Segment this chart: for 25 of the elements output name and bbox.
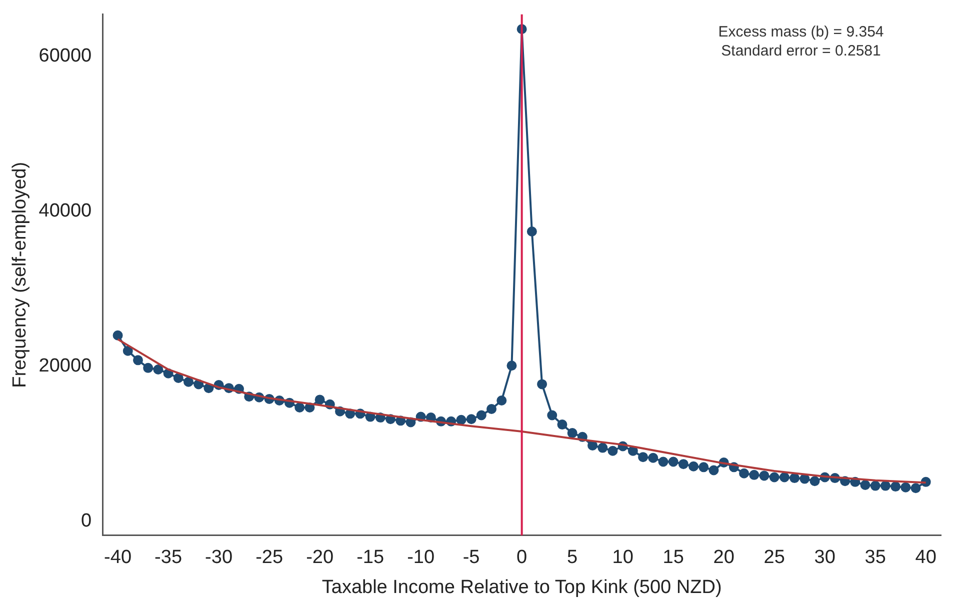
annotation: Excess mass (b) = 9.354 (718, 23, 884, 40)
y-tick-label: 20000 (38, 356, 92, 377)
x-tick-label: 25 (764, 547, 785, 568)
y-tick-label: 60000 (38, 46, 92, 66)
x-tick-label: 5 (567, 547, 578, 568)
y-tick-label: 0 (81, 510, 92, 532)
x-tick-label: 30 (814, 547, 836, 568)
x-tick-label: 15 (662, 547, 684, 568)
x-tick-label: -15 (356, 547, 384, 568)
x-tick-label: 0 (516, 547, 528, 568)
x-tick-label: 35 (864, 547, 886, 568)
x-tick-label: -30 (205, 547, 233, 568)
x-tick-label: -25 (256, 547, 284, 568)
x-axis-title: Taxable Income Relative to Top Kink (500 NZD) (322, 576, 722, 598)
x-tick-label: -20 (306, 547, 334, 568)
x-tick-label: -40 (104, 547, 132, 568)
x-tick-label: -10 (407, 547, 435, 568)
y-tick-label: 40000 (38, 200, 92, 222)
x-tick-label: -5 (462, 547, 480, 568)
x-tick-label: -35 (154, 547, 182, 568)
x-tick-label: 20 (713, 547, 734, 568)
annotation: Standard error = 0.2581 (721, 42, 881, 60)
y-axis-title: Frequency (self-employed) (10, 162, 31, 388)
x-tick-label: 10 (612, 547, 634, 568)
x-tick-label: 40 (915, 547, 936, 568)
